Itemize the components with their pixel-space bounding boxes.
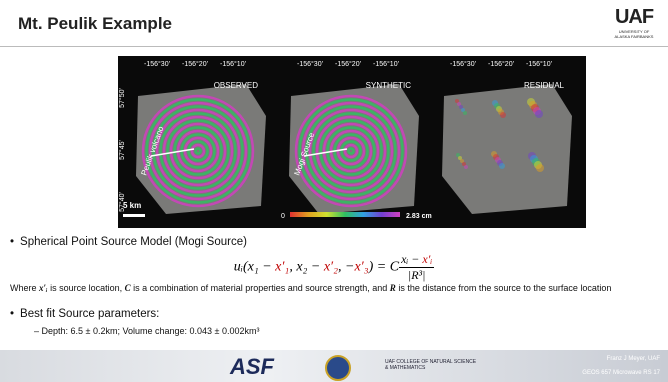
- where-part: Where: [10, 283, 39, 293]
- where-part: x′ᵢ: [39, 283, 48, 293]
- scale-label: 5 km: [123, 201, 141, 210]
- speckle: [464, 165, 468, 169]
- where-part: is source location,: [48, 283, 125, 293]
- eq-term: x′₃: [354, 260, 368, 275]
- lon-label: -156°30': [144, 60, 170, 68]
- eq-term: x′₂: [324, 260, 338, 275]
- sub-bullet: – Depth: 6.5 ± 0.2km; Volume change: 0.0…: [34, 326, 260, 336]
- colorbar-max: 2.83 cm: [406, 213, 432, 220]
- slide-title: Mt. Peulik Example: [18, 14, 172, 34]
- header-rule: [0, 46, 668, 47]
- where-text: Where x′ᵢ is source location, C is a com…: [10, 283, 650, 294]
- lon-label: -156°10': [373, 60, 399, 68]
- course: GEOS 657 Microwave RS 17: [582, 370, 660, 376]
- eq-term: uᵢ(x₁ −: [234, 260, 275, 275]
- eq-term: , −: [338, 260, 354, 275]
- where-part: is the distance from the source to the s…: [396, 283, 612, 293]
- eq-term: x′ᵢ: [422, 252, 432, 266]
- speckle: [463, 111, 467, 115]
- lon-label: -156°10': [526, 60, 552, 68]
- where-part: is a combination of material properties …: [131, 283, 390, 293]
- slide: Mt. Peulik Example UAFUNIVERSITY OF ALAS…: [0, 0, 668, 382]
- colorbar: [290, 212, 400, 217]
- terrain: [442, 84, 572, 214]
- course-name: GEOS 657 Microwave RS: [582, 370, 651, 376]
- speckle: [500, 112, 506, 118]
- speckle: [536, 164, 544, 172]
- speckle: [499, 163, 505, 169]
- asf-logo: ASF: [230, 354, 274, 380]
- scale-bar: [123, 214, 145, 217]
- lon-label: -156°30': [297, 60, 323, 68]
- denominator: |R³|: [408, 268, 426, 282]
- eq-term: , x₂ −: [289, 260, 324, 275]
- bullet: Spherical Point Source Model (Mogi Sourc…: [10, 236, 247, 248]
- panel-title: RESIDUAL: [524, 81, 565, 90]
- eq-term: C: [390, 260, 399, 275]
- panel-title: OBSERVED: [214, 81, 259, 90]
- colorbar-min: 0: [281, 213, 285, 220]
- page-number: 17: [653, 370, 660, 376]
- lon-label: -156°20': [335, 60, 361, 68]
- lat-label: 57°45': [118, 140, 126, 160]
- lon-label: -156°20': [488, 60, 514, 68]
- eq-term: xᵢ −: [401, 252, 422, 266]
- author: Franz J Meyer, UAF: [607, 356, 660, 362]
- lon-label: -156°20': [182, 60, 208, 68]
- eq-term: ) =: [369, 260, 390, 275]
- eq-term: x′₁: [275, 260, 289, 275]
- panel-title: SYNTHETIC: [366, 81, 412, 90]
- lat-label: 57°50': [118, 88, 126, 108]
- lon-label: -156°10': [220, 60, 246, 68]
- logo-sub: UNIVERSITY OF ALASKA FAIRBANKS: [614, 29, 654, 39]
- footer: ASF UAF COLLEGE OF NATURAL SCIENCE & MAT…: [0, 350, 668, 382]
- seal: [325, 355, 351, 381]
- college: UAF COLLEGE OF NATURAL SCIENCE & MATHEMA…: [385, 359, 480, 371]
- logo-text: UAF: [614, 6, 654, 29]
- bullet: Best fit Source parameters:: [10, 308, 159, 320]
- lon-label: -156°30': [450, 60, 476, 68]
- speckle: [535, 110, 543, 118]
